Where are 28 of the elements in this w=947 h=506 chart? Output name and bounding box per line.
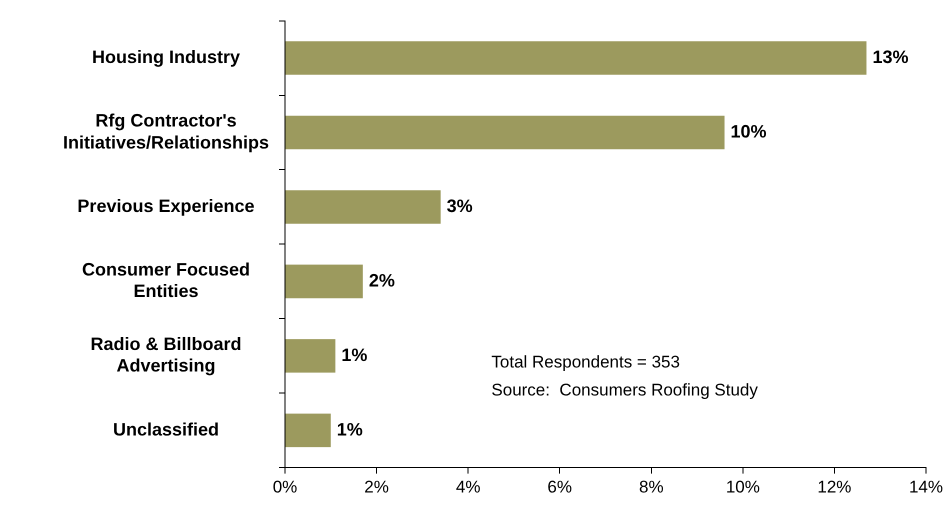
data-label: 1% <box>341 344 368 365</box>
data-label: 3% <box>446 196 473 216</box>
data-label: 13% <box>872 47 908 67</box>
x-tick-label: 4% <box>456 477 480 496</box>
y-tick-label: Consumer Focused Entities <box>82 260 250 302</box>
x-tick-label: 6% <box>547 477 572 496</box>
bar <box>286 116 725 150</box>
x-tick-label: 10% <box>726 477 760 496</box>
bar <box>286 41 866 75</box>
x-tick-label: 12% <box>817 477 852 496</box>
data-label: 1% <box>336 419 363 440</box>
y-tick-label: Rfg Contractor's Initiatives/Relationships <box>62 110 270 152</box>
bar <box>286 190 441 224</box>
bar <box>286 414 331 448</box>
y-tick-label: Unclassified <box>112 419 219 440</box>
x-tick-label: 14% <box>908 477 944 496</box>
bar <box>286 264 363 298</box>
bar <box>286 339 336 373</box>
y-tick-label: Housing Industry <box>92 47 240 67</box>
annotation: Source: Consumers Roofing Study <box>491 380 758 400</box>
x-tick-label: 0% <box>272 477 298 496</box>
y-tick-label: Previous Experience <box>77 196 255 216</box>
data-label: 2% <box>368 270 395 290</box>
x-tick-label: 8% <box>638 477 664 496</box>
data-label: 10% <box>730 121 767 142</box>
annotation: Total Respondents = 353 <box>491 352 680 372</box>
x-tick-label: 2% <box>364 477 389 496</box>
y-tick-label: Radio & Billboard Advertising <box>90 334 242 376</box>
